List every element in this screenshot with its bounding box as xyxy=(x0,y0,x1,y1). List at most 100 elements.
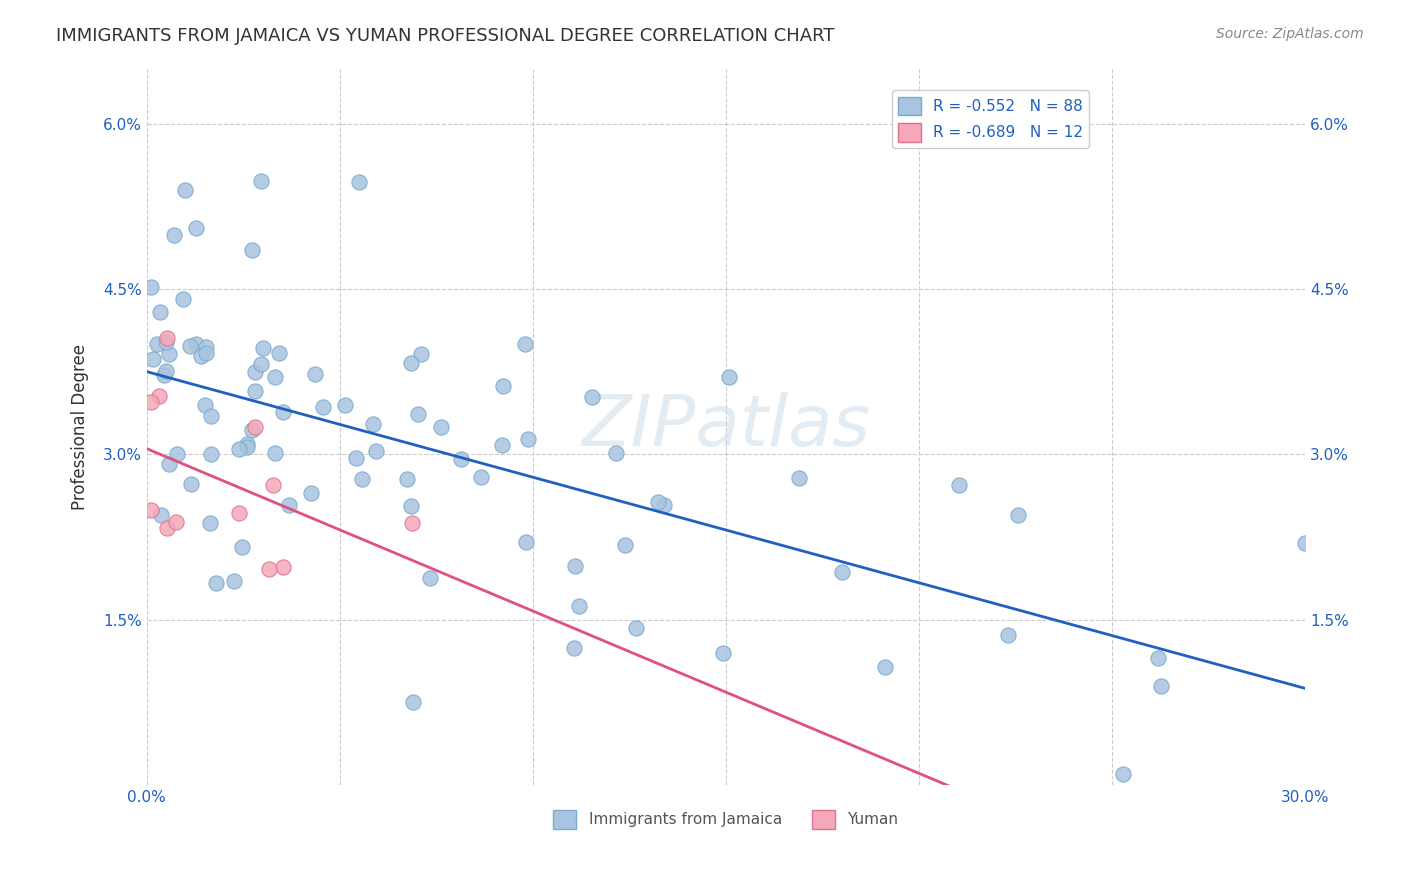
Point xyxy=(1150,679,1173,693)
Point xyxy=(349,176,371,190)
Point xyxy=(402,695,425,709)
Point xyxy=(184,220,207,235)
Point xyxy=(257,562,280,576)
Point xyxy=(194,341,217,355)
Point xyxy=(399,499,422,513)
Point xyxy=(155,364,177,378)
Point xyxy=(156,331,179,345)
Point xyxy=(249,357,271,371)
Point xyxy=(240,423,263,437)
Point xyxy=(240,243,263,257)
Point xyxy=(173,183,195,197)
Point xyxy=(787,471,810,485)
Point xyxy=(711,646,734,660)
Point xyxy=(264,370,287,384)
Point xyxy=(450,451,472,466)
Point xyxy=(184,337,207,351)
Point xyxy=(139,279,162,293)
Point xyxy=(647,495,669,509)
Point xyxy=(470,470,492,484)
Point xyxy=(624,621,647,635)
Point xyxy=(517,432,540,446)
Point xyxy=(267,346,290,360)
Point xyxy=(406,407,429,421)
Point xyxy=(605,446,627,460)
Point xyxy=(200,409,222,424)
Point xyxy=(166,447,188,461)
Point xyxy=(312,400,335,414)
Point xyxy=(564,559,586,574)
Point xyxy=(139,394,162,409)
Point xyxy=(165,515,187,529)
Point xyxy=(278,498,301,512)
Point xyxy=(263,445,285,459)
Point xyxy=(243,365,266,379)
Point xyxy=(180,477,202,491)
Point xyxy=(1112,767,1135,781)
Point xyxy=(515,534,537,549)
Point xyxy=(1147,651,1170,665)
Point xyxy=(148,389,170,403)
Point xyxy=(190,349,212,363)
Point xyxy=(419,571,441,585)
Point xyxy=(200,447,222,461)
Point xyxy=(156,521,179,535)
Point xyxy=(228,506,250,520)
Point xyxy=(581,390,603,404)
Point xyxy=(1007,508,1029,523)
Point xyxy=(997,628,1019,642)
Point xyxy=(352,472,374,486)
Point xyxy=(157,457,180,471)
Y-axis label: Professional Degree: Professional Degree xyxy=(72,343,89,510)
Point xyxy=(250,174,273,188)
Point xyxy=(492,379,515,393)
Point xyxy=(236,440,259,454)
Point xyxy=(873,660,896,674)
Point xyxy=(344,451,367,466)
Point xyxy=(153,368,176,382)
Point xyxy=(562,640,585,655)
Point xyxy=(163,227,186,242)
Point xyxy=(409,346,432,360)
Point xyxy=(195,346,218,360)
Text: Source: ZipAtlas.com: Source: ZipAtlas.com xyxy=(1216,27,1364,41)
Point xyxy=(271,405,294,419)
Point xyxy=(395,472,418,486)
Point xyxy=(513,337,536,351)
Point xyxy=(299,486,322,500)
Point xyxy=(718,370,741,384)
Point xyxy=(271,559,294,574)
Point xyxy=(157,347,180,361)
Text: ZIPatlas: ZIPatlas xyxy=(582,392,870,461)
Point xyxy=(304,367,326,381)
Legend: Immigrants from Jamaica, Yuman: Immigrants from Jamaica, Yuman xyxy=(547,804,904,835)
Point xyxy=(252,341,274,355)
Point xyxy=(333,398,356,412)
Point xyxy=(364,443,387,458)
Point xyxy=(146,336,169,351)
Point xyxy=(179,339,201,353)
Point xyxy=(198,516,221,531)
Point xyxy=(401,516,423,531)
Point xyxy=(222,574,245,589)
Point xyxy=(231,541,253,555)
Point xyxy=(399,356,422,370)
Point xyxy=(172,292,194,306)
Point xyxy=(614,537,637,551)
Point xyxy=(568,599,591,613)
Point xyxy=(652,498,675,512)
Point xyxy=(243,384,266,398)
Point xyxy=(149,305,172,319)
Point xyxy=(139,503,162,517)
Point xyxy=(155,335,177,350)
Point xyxy=(228,442,250,456)
Point xyxy=(142,352,165,367)
Point xyxy=(194,398,217,412)
Point xyxy=(149,508,172,523)
Point xyxy=(948,477,970,491)
Point xyxy=(429,420,451,434)
Point xyxy=(262,477,284,491)
Point xyxy=(205,576,228,591)
Point xyxy=(1294,536,1316,550)
Point xyxy=(243,420,266,434)
